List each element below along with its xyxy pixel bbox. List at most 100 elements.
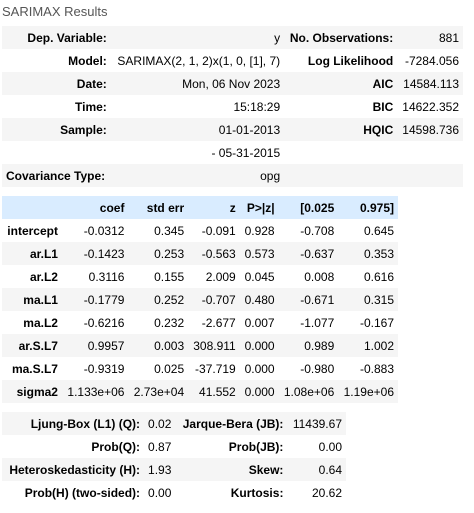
summary-label: Covariance Type: (2, 164, 111, 187)
column-header: P>|z| (239, 196, 279, 219)
summary-label (284, 141, 397, 164)
column-header (2, 196, 62, 219)
table-row: intercept -0.0312 0.345 -0.091 0.928 -0.… (2, 219, 398, 242)
cell: 41.552 (188, 380, 240, 403)
summary-value: 881 (397, 26, 463, 49)
diagnostic-label: Prob(JB): (228, 439, 284, 454)
parameter-name: sigma2 (2, 380, 62, 403)
cell: -0.1779 (61, 288, 129, 311)
table-row: ar.L2 0.3116 0.155 2.009 0.045 0.008 0.6… (2, 265, 398, 288)
table-row: ma.L2 -0.6216 0.232 -2.677 0.007 -1.077 … (2, 311, 398, 334)
cell: 0.315 (338, 288, 398, 311)
cell: 0.000 (239, 380, 279, 403)
cell: -0.708 (300, 223, 335, 238)
coefficient-table: coef std err z P>|z| [0.025 0.975] inter… (2, 196, 398, 403)
cell: 0.008 (304, 269, 335, 284)
cell: 0.003 (128, 334, 189, 357)
cell: -2.677 (201, 315, 236, 330)
column-header: 0.975] (338, 196, 398, 219)
parameter-name: ma.L2 (23, 315, 58, 330)
diagnostic-label: Ljung-Box (L1) (Q): (2, 412, 145, 435)
diagnostics-row: Prob(Q): 0.87 Prob(JB): 0.00 (2, 435, 346, 458)
table-row: ma.L1 -0.1779 0.252 -0.707 0.480 -0.671 … (2, 288, 398, 311)
summary-row: Dep. Variable: y No. Observations: 881 (2, 26, 463, 49)
cell: 1.133e+06 (61, 380, 129, 403)
diagnostic-value: 0.64 (287, 458, 346, 481)
parameter-name: ma.L1 (2, 288, 62, 311)
diagnostic-value: 0.00 (148, 485, 172, 500)
cell: 0.353 (338, 242, 398, 265)
summary-label: HQIC (284, 118, 398, 141)
diagnostics-row: Heteroskedasticity (H): 1.93 Skew: 0.64 (2, 458, 346, 481)
cell: 2.009 (205, 269, 236, 284)
summary-label: Log Likelihood (307, 53, 394, 68)
diagnostic-value: 0.02 (144, 412, 177, 435)
diagnostic-label: Prob(Q): (91, 439, 141, 454)
cell: -0.707 (188, 288, 240, 311)
table-row: ar.S.L7 0.9957 0.003 308.911 0.000 0.989… (2, 334, 398, 357)
cell: 0.232 (154, 315, 185, 330)
cell: 1.19e+06 (338, 380, 398, 403)
parameter-name: ar.L1 (2, 242, 62, 265)
column-header: std err (128, 196, 189, 219)
diagnostic-value: 0.87 (148, 439, 172, 454)
summary-label: Date: (2, 72, 111, 95)
cell: -0.9319 (83, 361, 125, 376)
table-row: sigma2 1.133e+06 2.73e+04 41.552 0.000 1… (2, 380, 398, 403)
summary-label: AIC (284, 72, 398, 95)
cell: -1.077 (300, 315, 335, 330)
summary-label: Time: (75, 99, 107, 114)
cell: -0.563 (188, 242, 240, 265)
diagnostic-label: Prob(H) (two-sided): (24, 485, 141, 500)
table-row: ma.S.L7 -0.9319 0.025 -37.719 0.000 -0.9… (2, 357, 398, 380)
diagnostics-row: Prob(H) (two-sided): 0.00 Kurtosis: 20.6… (2, 481, 346, 504)
cell: -0.6216 (83, 315, 125, 330)
summary-label: BIC (372, 99, 394, 114)
cell: 0.000 (244, 361, 275, 376)
diagnostic-value: 1.93 (144, 458, 177, 481)
summary-value: 14584.113 (397, 72, 463, 95)
summary-label (284, 164, 398, 187)
cell: -0.671 (278, 288, 339, 311)
summary-value: 14622.352 (402, 99, 459, 114)
cell: -0.167 (359, 315, 394, 330)
summary-row: Sample: 01-01-2013 HQIC 14598.736 (2, 118, 463, 141)
cell: 0.645 (363, 223, 394, 238)
diagnostics-row: Ljung-Box (L1) (Q): 0.02 Jarque-Bera (JB… (2, 412, 346, 435)
summary-row: Time: 15:18:29 BIC 14622.352 (2, 95, 463, 118)
cell: 0.345 (154, 223, 185, 238)
diagnostics-table: Ljung-Box (L1) (Q): 0.02 Jarque-Bera (JB… (2, 412, 346, 504)
summary-label: Sample: (2, 118, 111, 141)
cell: -0.091 (201, 223, 236, 238)
cell: 2.73e+04 (128, 380, 189, 403)
parameter-name: ar.S.L7 (2, 334, 62, 357)
table-row: ar.L1 -0.1423 0.253 -0.563 0.573 -0.637 … (2, 242, 398, 265)
summary-value: opg (110, 164, 285, 187)
summary-label: No. Observations: (284, 26, 398, 49)
cell: 0.252 (128, 288, 189, 311)
cell: -0.980 (300, 361, 335, 376)
summary-value: 15:18:29 (233, 99, 281, 114)
summary-row: Date: Mon, 06 Nov 2023 AIC 14584.113 (2, 72, 463, 95)
summary-value: SARIMAX(2, 1, 2)x(1, 0, [1], 7) (117, 53, 281, 68)
cell: -0.1423 (61, 242, 129, 265)
cell: 0.480 (239, 288, 279, 311)
summary-value: Mon, 06 Nov 2023 (110, 72, 285, 95)
column-header: z (188, 196, 240, 219)
summary-value: -7284.056 (404, 53, 459, 68)
diagnostic-label: Skew: (176, 458, 288, 481)
cell: 0.616 (363, 269, 394, 284)
summary-row: - 05-31-2015 (2, 141, 463, 164)
cell: 0.989 (278, 334, 339, 357)
summary-label: Model: (68, 53, 107, 68)
parameter-name: ar.L2 (29, 269, 58, 284)
summary-value (397, 164, 463, 187)
summary-table: Dep. Variable: y No. Observations: 881 M… (2, 26, 463, 187)
parameter-name: intercept (7, 223, 58, 238)
cell: 0.573 (239, 242, 279, 265)
diagnostic-value: 0.00 (318, 439, 342, 454)
cell: 0.025 (154, 361, 185, 376)
cell: -37.719 (195, 361, 236, 376)
cell: 0.9957 (61, 334, 129, 357)
summary-label (2, 141, 111, 164)
